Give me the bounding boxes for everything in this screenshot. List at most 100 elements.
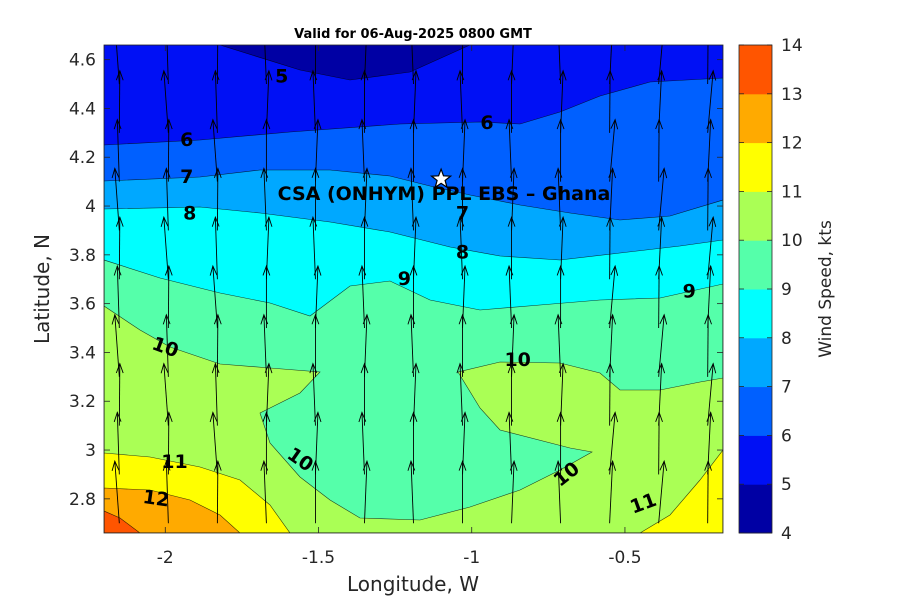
wind-arrow	[209, 118, 218, 182]
contour-line-13	[104, 510, 141, 533]
wind-arrow	[115, 362, 124, 426]
colorbar-swatch	[739, 93, 772, 144]
wind-arrow	[115, 215, 124, 280]
colorbar-tick-label: 8	[781, 329, 792, 349]
y-tick-label: 4	[85, 197, 96, 217]
contour-line-5	[104, 45, 723, 533]
wind-arrow	[166, 45, 169, 85]
wind-arrow	[164, 264, 173, 329]
y-tick-label: 4.4	[69, 99, 96, 119]
plot-area	[104, 45, 723, 533]
star-icon	[429, 167, 453, 189]
contour-label: 8	[183, 202, 196, 224]
y-tick-label: 4.6	[69, 51, 96, 71]
wind-arrow	[160, 362, 169, 426]
wind-arrow	[314, 45, 316, 85]
wind-arrow	[213, 167, 222, 231]
contour-band-10	[104, 306, 723, 533]
y-tick-label: 3.8	[69, 246, 96, 266]
wind-arrow	[658, 45, 663, 85]
wind-arrow	[707, 362, 717, 426]
x-tick-label: -0.5	[608, 548, 641, 568]
colorbar-tick-label: 13	[781, 85, 803, 105]
contour-line-12	[104, 487, 241, 533]
wind-arrow	[707, 215, 717, 280]
y-tick-label: 2.8	[69, 490, 96, 510]
contour-label: 8	[456, 241, 469, 263]
colorbar-tick-label: 4	[781, 524, 792, 544]
wind-arrow	[111, 167, 120, 231]
colorbar-tick-label: 9	[781, 280, 792, 300]
x-tick-label: -1	[463, 548, 480, 568]
contour-label: 5	[275, 66, 288, 88]
wind-arrow	[209, 264, 218, 329]
contour-label: 9	[398, 268, 411, 290]
wind-arrow	[164, 118, 173, 182]
contour-band-11	[104, 450, 723, 533]
contour-label: 6	[480, 112, 493, 134]
colorbar-swatch	[739, 337, 772, 388]
contour-bands	[104, 45, 723, 533]
colorbar-swatch	[739, 45, 772, 95]
x-axis-ticks: -2 -1.5 -1 -0.5	[157, 45, 642, 568]
colorbar-swatch	[739, 142, 772, 192]
colorbar-tick-label: 5	[781, 475, 792, 495]
colorbar-ticks: 4 5 6 7 8 9 10 11 12 13 14	[739, 36, 803, 544]
wind-arrow	[160, 69, 169, 133]
y-axis-label: Latitude, N	[30, 234, 54, 344]
wind-arrow	[213, 459, 222, 524]
wind-arrow	[609, 118, 619, 182]
site-label: CSA (ONHYM) PPL EBS – Ghana	[278, 183, 611, 205]
wind-arrow	[364, 45, 367, 85]
contour-line-6	[104, 77, 723, 533]
contour-label: 12	[141, 486, 170, 511]
wind-arrow	[658, 313, 668, 377]
wind-arrow	[707, 69, 717, 133]
wind-arrow	[216, 45, 219, 85]
wind-arrows	[111, 45, 717, 524]
colorbar-swatch	[739, 435, 772, 485]
wind-arrow	[164, 411, 173, 475]
wind-arrow	[111, 459, 120, 524]
chart-title: Valid for 06-Aug-2025 0800 GMT	[294, 27, 532, 42]
x-tick-label: -2	[157, 548, 174, 568]
plot-frame	[103, 44, 724, 534]
contour-band-13	[104, 511, 140, 533]
wind-arrow	[707, 45, 709, 85]
wind-arrow	[609, 45, 612, 85]
y-tick-label: 3	[85, 441, 96, 461]
contour-label: 6	[180, 129, 193, 151]
wind-arrow	[115, 69, 124, 133]
contour-line-9	[104, 259, 723, 533]
x-axis-label: Longitude, W	[347, 572, 479, 596]
colorbar-tick-label: 14	[781, 36, 803, 56]
colorbar-swatch	[739, 386, 772, 436]
wind-arrow	[111, 313, 120, 377]
wind-arrow	[160, 215, 169, 280]
wind-arrow	[558, 45, 562, 85]
y-tick-label: 3.6	[69, 295, 96, 315]
contour-line-11	[104, 449, 723, 533]
wind-arrow	[511, 45, 514, 85]
wind-arrow	[411, 45, 414, 85]
colorbar-tick-label: 7	[781, 378, 792, 398]
contour-label: 10	[504, 349, 530, 371]
site-marker: CSA (ONHYM) PPL EBS – Ghana	[278, 167, 611, 205]
wind-arrow	[116, 45, 120, 85]
colorbar-swatch	[739, 191, 772, 241]
contour-label: 7	[180, 166, 193, 188]
y-tick-label: 4.2	[69, 148, 96, 168]
contour-label: 11	[161, 451, 187, 473]
colorbar	[738, 44, 773, 534]
colorbar-tick-label: 10	[781, 231, 803, 251]
colorbar-swatch	[739, 289, 772, 339]
y-tick-label: 3.2	[69, 392, 96, 412]
colorbar-label: Wind Speed, kts	[816, 220, 836, 358]
wind-arrow	[609, 264, 619, 329]
wind-arrow	[264, 45, 267, 85]
contour-label: 9	[683, 280, 696, 302]
contour-band-12	[104, 488, 240, 533]
wind-arrow	[213, 313, 222, 377]
colorbar-swatch	[739, 484, 772, 534]
